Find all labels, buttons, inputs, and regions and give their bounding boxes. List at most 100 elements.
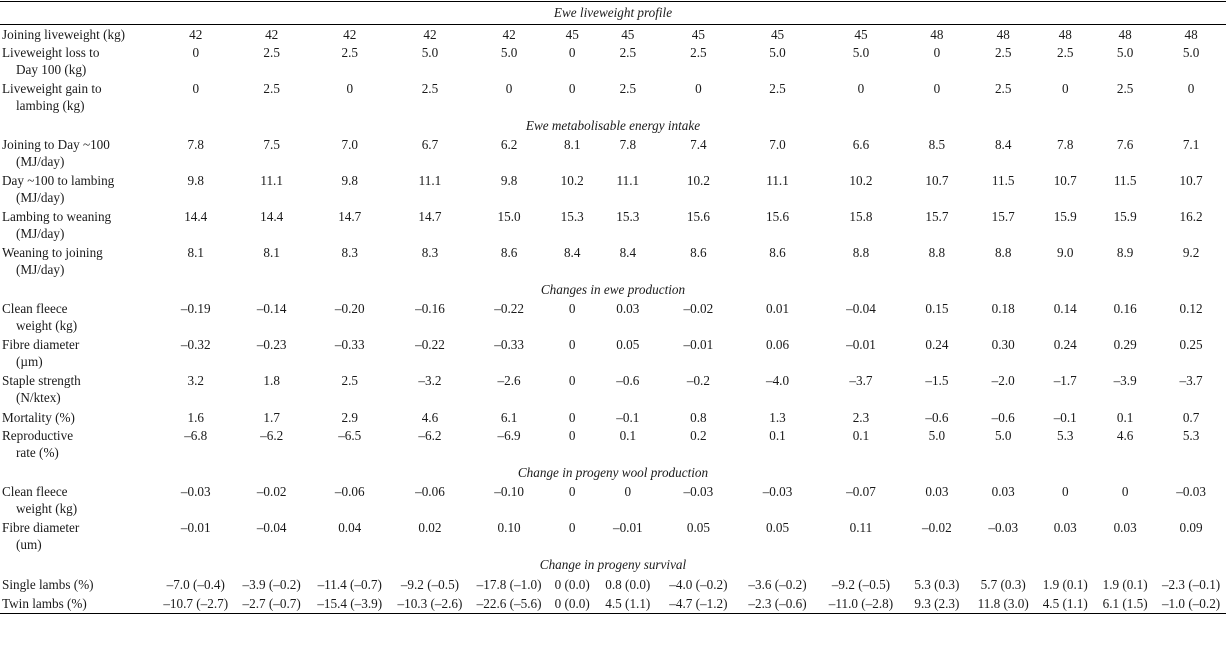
table-cell: 6.7 — [421, 137, 439, 152]
row-label: Fibre diameter (µm) — [0, 336, 157, 372]
row-label-continuation: (MJ/day) — [16, 262, 65, 277]
table-cell: 0.03 — [1053, 520, 1077, 535]
table-cell: –0.03 — [1176, 484, 1206, 499]
section-header: Change in progeny survival — [0, 555, 1226, 575]
table-cell: 15.6 — [765, 209, 790, 224]
table-cell: –1.7 — [1053, 373, 1077, 388]
table-cell: 0 — [933, 45, 941, 60]
table-cell: 7.0 — [769, 137, 786, 152]
table-cell: 0.05 — [686, 520, 710, 535]
row-label-continuation: weight (kg) — [16, 318, 78, 333]
row-label-continuation: rate (%) — [16, 445, 59, 460]
table-cell: –0.04 — [256, 520, 287, 535]
table-cell: 0.05 — [765, 520, 790, 535]
table-cell: 0.1 — [769, 428, 786, 443]
table-cell: –0.22 — [415, 337, 445, 352]
table-cell: 8.5 — [928, 137, 946, 152]
table-cell: 0.09 — [1179, 520, 1203, 535]
table-cell: 2.5 — [619, 81, 637, 96]
row-label-line: Reproductive — [2, 428, 74, 443]
table-cell: 2.5 — [690, 45, 707, 60]
table-cell: 0 — [624, 484, 632, 499]
table-cell: 0 — [1121, 484, 1129, 499]
table-cell: 0 — [568, 410, 576, 425]
table-cell: 15.3 — [560, 209, 584, 224]
table-cell: 0.1 — [619, 428, 637, 443]
table-cell: 0.10 — [497, 520, 521, 535]
section-header: Change in progeny wool production — [0, 463, 1226, 483]
table-cell: 0 — [568, 81, 576, 96]
table-cell: 42 — [265, 27, 279, 42]
table-cell: 5.0 — [994, 428, 1012, 443]
row-label-line: Joining to Day ~100 — [2, 137, 110, 152]
table-row: Clean fleece weight (kg) –0.19 –0.14 –0.20 –0… — [0, 300, 1226, 336]
table-row: Joining liveweight (kg) 42 42 42 42 42 45 45 45 4… — [0, 25, 1226, 45]
table-cell: 0.12 — [1179, 301, 1203, 316]
row-label: Day ~100 to lambing (MJ/day) — [0, 172, 157, 208]
table-cell: 1.7 — [263, 410, 280, 425]
table-cell: 9.2 — [1182, 245, 1200, 260]
table-cell: 14.7 — [418, 209, 442, 224]
table-cell: 0.03 — [1113, 520, 1137, 535]
table-row: Staple strength (N/ktex) 3.2 1.8 2.5 –3.2 –2.6… — [0, 372, 1226, 408]
row-label-line: Fibre diameter — [2, 520, 80, 535]
table-cell: –0.6 — [616, 373, 640, 388]
row-label-line: Clean fleece — [2, 301, 68, 316]
table-cell: –0.06 — [415, 484, 445, 499]
table-cell: 2.5 — [421, 81, 439, 96]
table-cell: 5.3 (0.3) — [914, 577, 960, 592]
table-cell: 0 — [1187, 81, 1195, 96]
table-cell: –0.22 — [494, 301, 524, 316]
table-cell: 0 — [192, 45, 200, 60]
table-cell: 0.01 — [765, 301, 790, 316]
table-cell: –22.6 (–5.6) — [469, 594, 549, 614]
table-cell: 0.18 — [991, 301, 1015, 316]
table-cell: 0.04 — [338, 520, 362, 535]
table-cell: –0.33 — [494, 337, 524, 352]
table-cell: –2.6 — [497, 373, 521, 388]
row-label: Lambing to weaning (MJ/day) — [0, 208, 157, 244]
table-cell: –0.01 — [683, 337, 714, 352]
table-cell: –0.2 — [686, 373, 710, 388]
table-cell: 9.8 — [341, 173, 358, 188]
table-cell: 8.4 — [994, 137, 1012, 152]
table-cell: –0.02 — [683, 301, 714, 316]
table-cell: –0.14 — [256, 301, 287, 316]
row-label: Clean fleece weight (kg) — [0, 300, 157, 336]
section-title: Ewe metabolisable energy intake — [525, 118, 701, 133]
table-cell: 15.7 — [925, 209, 949, 224]
table-cell: 0 — [192, 81, 200, 96]
table-cell: 6.1 (1.5) — [1094, 594, 1157, 614]
table-cell: 0 — [568, 428, 576, 443]
table-cell: –0.19 — [180, 301, 211, 316]
table-cell: 0.8 — [690, 410, 707, 425]
table-cell: 10.2 — [560, 173, 584, 188]
table-cell: 45 — [854, 27, 868, 42]
table-cell: 0.16 — [1113, 301, 1137, 316]
table-cell: 8.6 — [769, 245, 786, 260]
table-cell: 8.1 — [563, 137, 581, 152]
table-cell: –4.0 (–0.2) — [669, 577, 728, 592]
table-cell: –0.03 — [683, 484, 714, 499]
table-cell: 16.2 — [1179, 209, 1203, 224]
table-cell: 8.6 — [500, 245, 518, 260]
table-cell: –6.9 — [497, 428, 521, 443]
table-cell: 0 — [857, 81, 865, 96]
row-label: Weaning to joining (MJ/day) — [0, 244, 157, 280]
table-cell: 0.24 — [1053, 337, 1077, 352]
table-cell: –7.0 (–0.4) — [166, 577, 225, 592]
table-cell: 0 — [505, 81, 513, 96]
table-cell: 6.2 — [500, 137, 518, 152]
table-cell: 1.8 — [263, 373, 280, 388]
table-cell: –0.16 — [415, 301, 445, 316]
table-cell: –0.06 — [334, 484, 365, 499]
table-cell: 15.9 — [1053, 209, 1077, 224]
table-cell: –0.02 — [922, 520, 952, 535]
table-cell: 0.29 — [1113, 337, 1137, 352]
row-label-line: Weaning to joining — [2, 245, 103, 260]
table-cell: 0.11 — [849, 520, 873, 535]
table-cell: 10.7 — [1179, 173, 1203, 188]
table-cell: 11.1 — [766, 173, 789, 188]
table-cell: –4.7 (–1.2) — [659, 594, 737, 614]
